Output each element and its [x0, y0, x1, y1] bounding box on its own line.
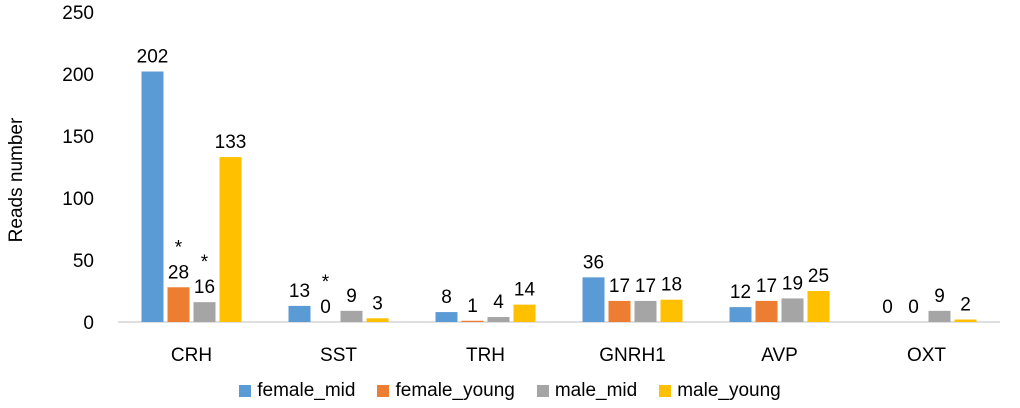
data-label: 133 [215, 132, 247, 153]
data-label: 25 [808, 266, 829, 287]
data-label: 0 [882, 297, 893, 318]
x-axis-ticks: CRH SST TRH GNRH1 AVP OXT [171, 345, 947, 366]
data-label: 4 [493, 292, 504, 313]
x-tick-label: TRH [466, 345, 505, 366]
legend-label: female_young [395, 380, 515, 401]
y-tick-label: 150 [62, 127, 94, 148]
data-label: 12 [730, 282, 751, 303]
y-tick-label: 100 [62, 189, 94, 210]
data-label: 8 [441, 287, 452, 308]
data-label: 0 [320, 297, 331, 318]
bar [954, 319, 977, 322]
bar [288, 305, 311, 322]
significance-marker: * [322, 272, 330, 293]
data-label: 3 [372, 293, 383, 314]
y-axis-ticks: 0 50 100 150 200 250 [62, 3, 94, 334]
data-label: 19 [782, 273, 803, 294]
x-tick-label: SST [320, 345, 357, 366]
bars [141, 71, 977, 323]
data-label: 36 [583, 252, 604, 273]
legend-item: female_mid [239, 380, 355, 402]
data-label: 16 [194, 277, 215, 298]
x-tick-label: AVP [761, 345, 798, 366]
bar [366, 318, 389, 322]
y-tick-label: 50 [73, 251, 94, 272]
y-tick-label: 250 [62, 3, 94, 24]
legend-item: male_mid [536, 380, 638, 402]
y-tick-label: 200 [62, 65, 94, 86]
data-label: 17 [635, 276, 656, 297]
significance-marker: * [201, 252, 209, 273]
bar [141, 71, 164, 323]
data-label: 2 [960, 295, 971, 316]
legend-item: male_young [659, 380, 781, 402]
data-label: 13 [289, 281, 310, 302]
data-label: 14 [514, 280, 536, 301]
legend-label: male_young [677, 380, 781, 401]
data-label: 17 [756, 276, 777, 297]
bar [513, 304, 536, 322]
legend-item: female_young [377, 380, 515, 402]
y-tick-label: 0 [83, 313, 94, 334]
y-axis-label: Reads number [6, 117, 27, 242]
bar [608, 300, 631, 322]
bar [461, 320, 484, 322]
x-tick-label: OXT [907, 345, 946, 366]
legend-swatch [536, 385, 549, 397]
bar [729, 307, 752, 322]
data-label: 28 [168, 262, 189, 283]
legend: female_mid female_young male_mid male_young [0, 380, 1020, 402]
significance-marker: * [175, 237, 183, 258]
legend-swatch [659, 385, 672, 397]
bar [340, 310, 363, 322]
bar [755, 300, 778, 322]
bar [193, 302, 216, 322]
legend-swatch [377, 385, 390, 397]
bar [219, 157, 242, 322]
data-label: 9 [346, 286, 357, 307]
legend-label: male_mid [554, 380, 638, 401]
data-label: 0 [908, 297, 919, 318]
data-label: 17 [609, 276, 630, 297]
bar [487, 317, 510, 322]
bar [167, 287, 190, 322]
data-label: 1 [467, 296, 478, 317]
bar [928, 310, 951, 322]
bar [660, 299, 683, 322]
data-label: 18 [661, 275, 682, 296]
legend-label: female_mid [257, 380, 356, 401]
bar [582, 277, 605, 322]
x-tick-label: GNRH1 [599, 345, 666, 366]
bar [435, 312, 458, 322]
legend-swatch [239, 385, 252, 397]
data-label: 9 [934, 286, 945, 307]
bar [634, 300, 657, 322]
bar [807, 291, 830, 322]
bar [781, 298, 804, 322]
data-label: 202 [137, 47, 169, 68]
x-tick-label: CRH [171, 345, 212, 366]
